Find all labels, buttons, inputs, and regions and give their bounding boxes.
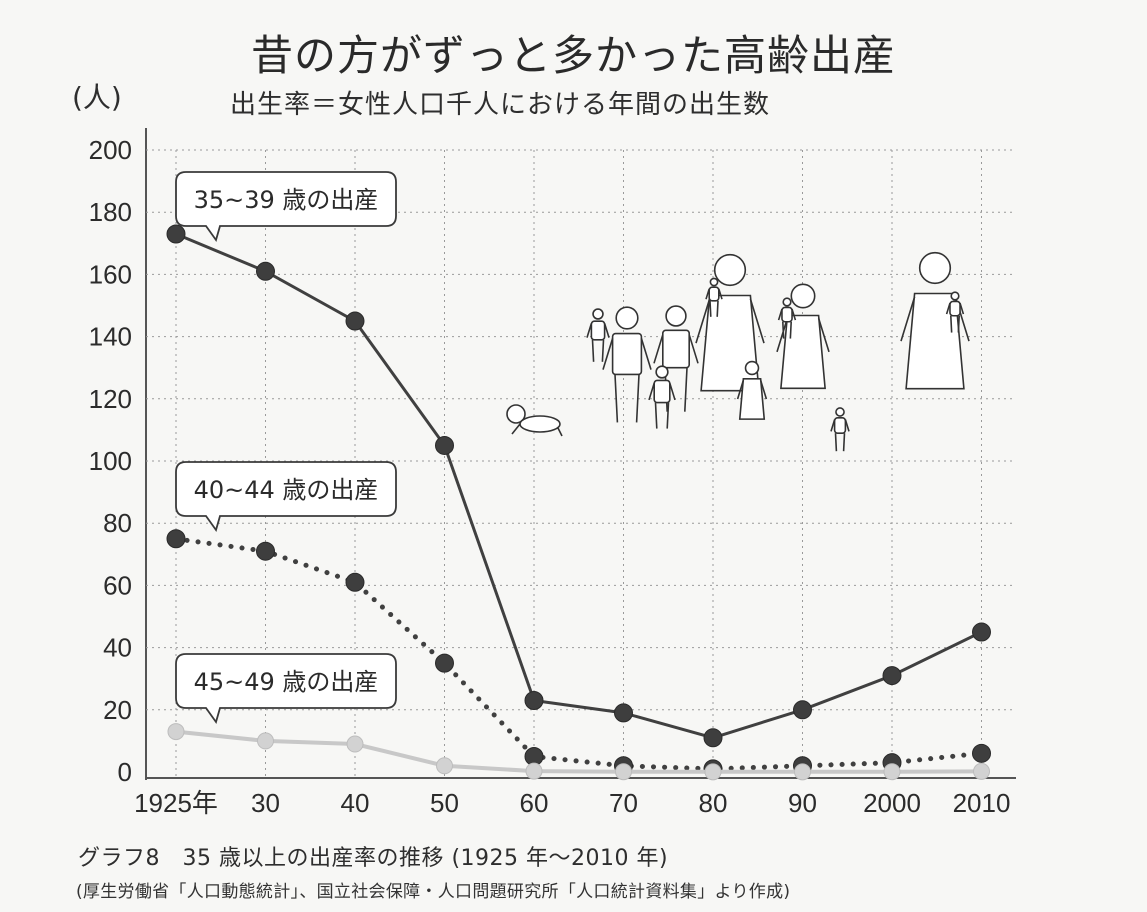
x-tick-label: 70 [609,788,638,818]
data-point [435,435,454,455]
data-point [794,763,811,781]
data-point [525,762,543,780]
legend-label: 40~44 歳の出産 [194,476,379,504]
data-point [345,311,365,331]
y-tick-label: 40 [103,633,132,663]
y-tick-label: 140 [89,322,132,352]
legend-callout-box [175,653,397,725]
data-point [793,700,812,720]
person-figure [695,253,765,392]
data-point [346,735,364,753]
y-tick-label: 0 [118,757,132,787]
y-tick-label: 200 [89,135,132,165]
data-point [256,261,275,281]
legend-callout-box [175,171,397,243]
data-point [435,653,454,673]
data-point [166,529,186,549]
data-point [166,224,186,244]
y-axis-unit: (人) [72,81,122,114]
person-figure [777,297,797,339]
data-point [257,732,274,750]
x-tick-label: 2010 [953,788,1011,818]
crawling-baby [506,404,563,437]
person-figure [705,277,723,317]
data-point [436,757,453,775]
x-tick-label: 80 [699,788,728,818]
data-point [883,763,901,781]
person-figure [586,308,610,362]
person-figure [736,360,768,420]
data-point [615,763,632,781]
data-point [973,762,990,780]
legend-callouts: 35~39 歳の出産 40~44 歳の出産 45~49 歳の出産 [175,171,397,725]
person-figure [830,407,850,452]
x-tick-label: 30 [251,788,280,818]
chart-title: 昔の方がずっと多かった高齢出産 [250,31,896,80]
data-point [882,666,902,686]
y-tick-label: 60 [103,570,132,600]
x-tick-label: 50 [430,788,459,818]
person-figure [776,283,830,390]
person-figure [602,306,652,423]
legend-callout-box [175,461,397,533]
data-point [256,541,275,561]
series-line-1 [174,232,983,740]
series-layer [166,224,991,781]
x-tick-label: 90 [788,788,817,818]
data-point [972,622,991,642]
person-figure [900,251,970,390]
y-tick-label: 120 [89,384,132,414]
person-figure [648,365,676,429]
data-point [345,572,365,592]
data-point [167,723,185,741]
person-figure [945,291,965,333]
x-tick-label: 1925年 [134,788,218,818]
y-tick-label: 160 [89,259,132,289]
x-tick-label: 60 [520,788,549,818]
data-point [703,728,723,748]
data-point [972,743,991,763]
y-tick-label: 80 [103,508,132,538]
y-tick-label: 180 [89,197,132,227]
series-line-3 [174,729,984,774]
data-point [524,690,544,710]
x-ticks: 1925年 30 40 50 60 70 80 90 2000 2010 [134,788,1010,818]
legend-label: 45~49 歳の出産 [194,668,379,696]
y-ticks: 0 20 40 60 80 100 120 140 160 180 200 [89,135,132,787]
y-tick-label: 100 [89,446,132,476]
family-illustration [506,251,970,452]
x-tick-label: 2000 [863,788,921,818]
person-figure [653,305,699,412]
figure-caption: グラフ8 35 歳以上の出産率の推移 (1925 年〜2010 年) [78,846,669,871]
x-tick-label: 40 [341,788,370,818]
chart-subtitle: 出生率＝女性人口千人における年間の出生数 [230,90,771,120]
figure-source: (厚生労働省「人口動態統計」、国立社会保障・人口問題研究所「人口統計資料集」より… [76,882,791,902]
data-point [704,763,722,781]
data-point [614,703,633,723]
y-tick-label: 20 [103,695,132,725]
legend-label: 35~39 歳の出産 [194,186,379,214]
